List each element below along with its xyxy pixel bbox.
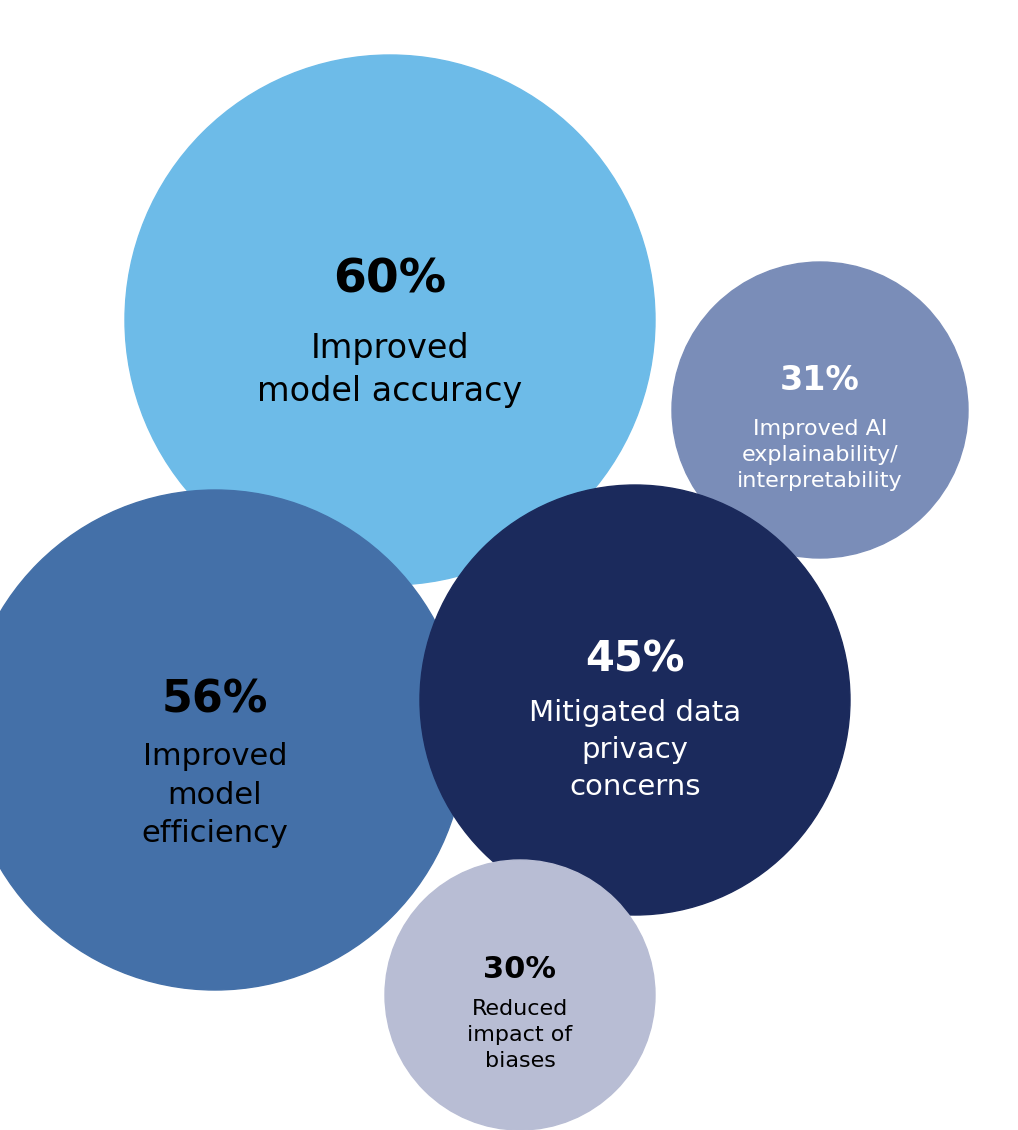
Circle shape bbox=[0, 490, 465, 990]
Circle shape bbox=[420, 485, 850, 915]
Circle shape bbox=[385, 860, 655, 1130]
Text: Improved
model
efficiency: Improved model efficiency bbox=[142, 742, 288, 848]
Text: Improved AI
explainability/
interpretability: Improved AI explainability/ interpretabi… bbox=[737, 418, 903, 492]
Text: Improved
model accuracy: Improved model accuracy bbox=[258, 332, 522, 408]
Circle shape bbox=[125, 55, 655, 585]
Text: 56%: 56% bbox=[162, 678, 268, 721]
Text: Reduced
impact of
biases: Reduced impact of biases bbox=[467, 999, 572, 1071]
Text: 60%: 60% bbox=[334, 258, 447, 303]
Text: 45%: 45% bbox=[585, 638, 685, 681]
Text: Mitigated data
privacy
concerns: Mitigated data privacy concerns bbox=[529, 699, 741, 801]
Text: 30%: 30% bbox=[484, 956, 557, 984]
Circle shape bbox=[672, 262, 968, 558]
Text: 31%: 31% bbox=[780, 364, 860, 397]
